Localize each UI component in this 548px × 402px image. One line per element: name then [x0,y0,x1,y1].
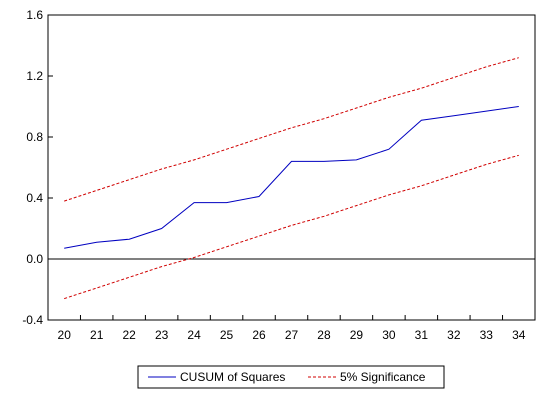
series-layer [64,57,519,300]
x-tick-label: 27 [285,328,299,342]
legend: CUSUM of Squares 5% Significance [137,365,445,389]
x-tick-label: 24 [187,328,201,342]
y-tick-label: 0.4 [26,191,43,205]
x-tick-label: 25 [220,328,234,342]
legend-box [137,365,445,389]
upper-significance-line [64,57,519,202]
y-tick-label: -0.4 [22,313,43,327]
y-tick-label: 1.6 [26,8,43,22]
legend-label-significance: 5% Significance [340,370,426,384]
plot-area-frame [47,14,536,321]
cusum-line [64,106,519,249]
lower-significance-line [64,154,519,300]
x-tick-label: 32 [447,328,461,342]
y-tick-label: 0.8 [26,130,43,144]
x-tick-label: 30 [382,328,396,342]
y-tick-label: 0.0 [26,252,43,266]
x-tick-label: 34 [512,328,526,342]
x-tick-label: 33 [480,328,494,342]
x-tick-label: 26 [252,328,266,342]
x-tick-label: 20 [58,328,72,342]
x-tick-label: 21 [90,328,104,342]
x-tick-label: 28 [317,328,331,342]
y-axis: -0.4 0.0 0.4 0.8 1.2 1.6 [22,8,535,327]
x-tick-label: 31 [415,328,429,342]
x-tick-label: 22 [122,328,136,342]
x-tick-label: 23 [155,328,169,342]
x-axis: 20 21 22 23 24 25 26 27 28 29 30 31 32 33 34 [58,315,526,342]
y-tick-label: 1.2 [26,69,43,83]
legend-label-cusum: CUSUM of Squares [180,370,285,384]
x-tick-label: 29 [350,328,364,342]
